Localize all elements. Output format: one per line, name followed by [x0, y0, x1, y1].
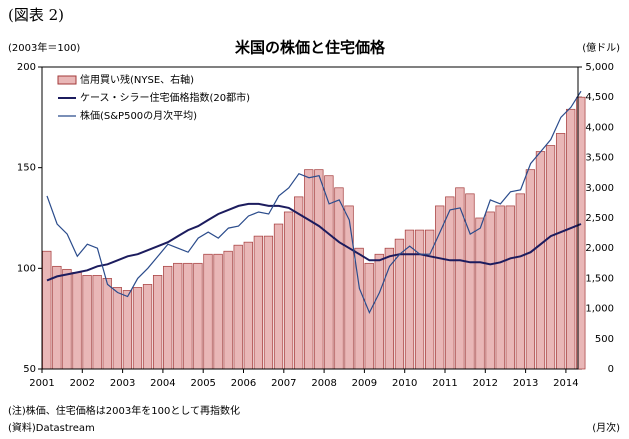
- bar: [555, 133, 566, 370]
- y2-tick-label: 4,500: [585, 92, 614, 103]
- x-tick-label: 2006: [231, 378, 256, 389]
- bar: [435, 205, 445, 370]
- y2-tick-label: 500: [595, 334, 614, 345]
- y-unit: (2003年＝100): [8, 41, 80, 54]
- y2-tick-label: 3,000: [585, 183, 614, 194]
- bar: [62, 268, 72, 370]
- x-tick-label: 2003: [110, 378, 135, 389]
- bar: [213, 253, 223, 370]
- x-tick-label: 2001: [29, 378, 54, 389]
- bar: [233, 244, 243, 370]
- x-tick-label: 2005: [190, 378, 215, 389]
- legend-label: 信用買い残(NYSE、右軸): [80, 73, 194, 86]
- bar: [132, 287, 143, 370]
- bar: [183, 262, 193, 370]
- bar: [112, 287, 122, 370]
- bar: [42, 250, 52, 370]
- bar: [566, 108, 576, 370]
- y-tick-label: 50: [23, 364, 36, 375]
- y2-tick-label: 2,500: [585, 213, 614, 224]
- bar: [495, 205, 505, 370]
- x-tick-label: 2002: [70, 378, 95, 389]
- bar: [535, 151, 546, 370]
- bar: [253, 235, 264, 370]
- line: [46, 202, 582, 282]
- x-tick-label: 2009: [352, 378, 377, 389]
- bar: [344, 205, 354, 370]
- bar: [364, 262, 374, 370]
- x-tick-label: 2012: [473, 378, 498, 389]
- legend-label: ケース・シラー住宅価格指数(20都市): [80, 91, 250, 104]
- y-tick-label: 100: [17, 263, 36, 274]
- bar: [324, 175, 334, 370]
- y2-tick-label: 3,500: [585, 153, 614, 164]
- bar: [505, 205, 515, 370]
- bar: [314, 169, 324, 370]
- bar: [576, 96, 586, 370]
- bar: [445, 196, 455, 370]
- y-tick-label: 200: [17, 62, 36, 73]
- bar: [525, 169, 536, 370]
- bar: [283, 211, 294, 370]
- y2-tick-label: 1,000: [585, 304, 614, 315]
- line: [46, 90, 582, 315]
- bar: [243, 241, 253, 370]
- x-tick-label: 2008: [311, 378, 336, 389]
- chart-title: 米国の株価と住宅価格: [235, 39, 386, 57]
- bar: [273, 223, 284, 370]
- x-tick-label: 2011: [432, 378, 457, 389]
- bar: [334, 187, 344, 370]
- bar: [425, 229, 435, 370]
- y2-tick-label: 1,500: [585, 273, 614, 284]
- figure-label: (図表 2): [8, 6, 64, 24]
- bar: [152, 275, 163, 370]
- bar: [203, 253, 213, 370]
- bar: [163, 265, 173, 370]
- bar: [142, 284, 153, 370]
- x-tick-label: 2007: [271, 378, 296, 389]
- bar: [404, 229, 415, 370]
- x-tick-label: 2004: [150, 378, 175, 389]
- bar: [92, 275, 102, 370]
- x-tick-label: 2014: [553, 378, 578, 389]
- bar: [193, 262, 203, 370]
- y2-tick-label: 2,000: [585, 243, 614, 254]
- y2-unit: (億ドル): [582, 41, 620, 54]
- bar: [52, 265, 62, 370]
- bar: [122, 290, 133, 370]
- legend-swatch: [57, 75, 77, 85]
- bar: [465, 193, 475, 370]
- bar: [475, 217, 485, 370]
- bar: [223, 250, 233, 370]
- note: (注)株価、住宅価格は2003年を100として再指数化: [8, 404, 240, 417]
- bar: [263, 235, 274, 370]
- y-tick-label: 150: [17, 163, 36, 174]
- y2-tick-label: 4,000: [585, 122, 614, 133]
- x-unit: (月次): [592, 421, 620, 434]
- legend-label: 株価(S&P500の月次平均): [80, 109, 197, 122]
- bar: [374, 253, 384, 370]
- bar: [173, 262, 183, 370]
- plot-frame: [41, 66, 579, 370]
- bar: [545, 145, 556, 370]
- x-tick-label: 2010: [392, 378, 417, 389]
- bar: [72, 272, 82, 370]
- bar: [82, 275, 92, 370]
- bar: [102, 278, 112, 370]
- bar: [515, 193, 525, 370]
- bar: [485, 211, 495, 370]
- y2-tick-label: 0: [608, 364, 614, 375]
- x-tick-label: 2013: [513, 378, 538, 389]
- bar: [304, 169, 314, 370]
- bar: [294, 196, 304, 370]
- y2-tick-label: 5,000: [585, 62, 614, 73]
- source: (資料)Datastream: [8, 421, 95, 434]
